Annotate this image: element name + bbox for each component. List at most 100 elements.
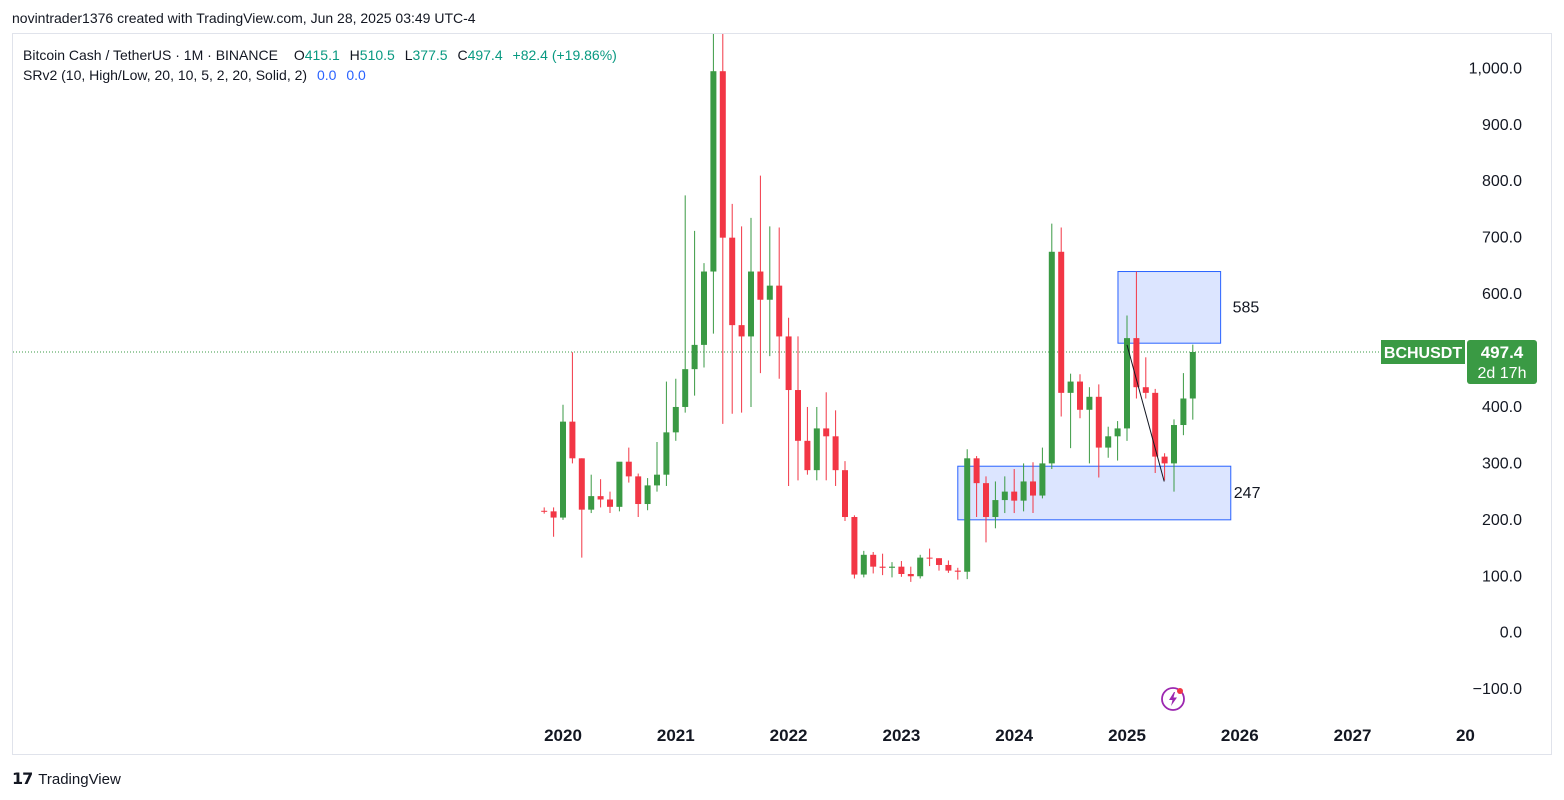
- candle-body: [776, 285, 783, 337]
- y-tick-label: 400.0: [1482, 399, 1522, 416]
- candle-body: [813, 428, 820, 471]
- lightning-icon[interactable]: [1160, 686, 1186, 712]
- candle-body: [879, 566, 886, 568]
- trendline-layer: 585 247: [1126, 299, 1261, 502]
- x-tick-label: 2022: [770, 726, 808, 745]
- chart-frame[interactable]: [12, 33, 1552, 755]
- x-tick-label: 2026: [1221, 726, 1259, 745]
- candle-body: [898, 566, 905, 574]
- candle: [1171, 419, 1177, 492]
- y-tick-label: −100.0: [1473, 681, 1522, 698]
- y-tick-label: 100.0: [1482, 568, 1522, 585]
- candle-body: [663, 432, 670, 475]
- candle: [992, 481, 999, 529]
- footer-brand[interactable]: 𝟭𝟳 TradingView: [12, 769, 121, 789]
- candle-body: [964, 458, 971, 572]
- candle: [654, 441, 660, 492]
- candle: [541, 507, 548, 514]
- candle: [701, 263, 707, 368]
- zone-label-upper: 585: [1233, 299, 1260, 316]
- x-axis: 2020 2021 2022 2023 2024 2025 2026 2027 20: [544, 726, 1475, 745]
- symbol-tag: [1381, 340, 1465, 364]
- y-tick-label: 0.0: [1500, 625, 1522, 642]
- candle-body: [795, 390, 801, 441]
- x-tick-label: 20: [1456, 726, 1475, 745]
- y-tick-label: 900.0: [1482, 117, 1522, 134]
- indicator-name[interactable]: SRv2 (10, High/Low, 20, 10, 5, 2, 20, So…: [23, 67, 308, 83]
- candle-body: [1086, 396, 1093, 410]
- candle: [795, 336, 801, 481]
- candle: [1011, 469, 1018, 514]
- candle-body: [1152, 392, 1159, 457]
- candle-body: [616, 461, 623, 507]
- candle: [1161, 453, 1168, 481]
- candle-body: [1020, 481, 1027, 501]
- candle: [729, 203, 736, 414]
- candle-body: [701, 271, 707, 345]
- legend-open-label: O: [293, 47, 305, 63]
- candle: [663, 381, 670, 486]
- candle-body: [823, 428, 830, 437]
- y-tick-label: 800.0: [1482, 173, 1522, 190]
- candle: [842, 461, 848, 521]
- legend-high-label: H: [349, 47, 360, 63]
- countdown-label: 2d 17h: [1478, 365, 1527, 382]
- candle-body: [785, 336, 792, 391]
- candle: [682, 195, 689, 413]
- candle-body: [889, 566, 895, 568]
- x-tick-label: 2023: [882, 726, 920, 745]
- candle: [625, 447, 632, 483]
- candle: [804, 406, 811, 475]
- candle-body: [1142, 387, 1149, 393]
- candle-body: [719, 71, 726, 238]
- candle: [917, 554, 924, 579]
- candle: [607, 491, 613, 514]
- candle: [1133, 271, 1140, 399]
- candle: [672, 378, 679, 441]
- candle-body: [973, 458, 980, 484]
- x-tick-label: 2025: [1108, 726, 1146, 745]
- price-tag-value: 497.4: [1481, 343, 1524, 362]
- candle: [1124, 315, 1130, 441]
- zone-box: [957, 465, 1232, 521]
- candle-body: [757, 271, 764, 300]
- legend-symbol[interactable]: Bitcoin Cash / TetherUS · 1M · BINANCE: [23, 47, 278, 63]
- candle-body: [832, 436, 839, 471]
- x-tick-label: 2021: [657, 726, 695, 745]
- candle-body: [625, 461, 632, 477]
- candle-body: [1161, 456, 1168, 464]
- legend-close-value: 497.4: [467, 47, 503, 63]
- candle-body: [842, 470, 848, 518]
- price-tag: [1467, 340, 1537, 384]
- candle-body: [851, 517, 858, 575]
- candle: [1020, 463, 1027, 512]
- candle: [719, 34, 726, 424]
- candle-body: [654, 474, 660, 486]
- candle: [860, 550, 867, 578]
- candle: [776, 227, 783, 379]
- footer-brand-name: TradingView: [38, 770, 121, 788]
- candle: [569, 352, 576, 464]
- candle-body: [550, 511, 557, 518]
- candle-body: [541, 510, 548, 512]
- price-tag-layer: BCHUSDT 497.4 2d 17h: [1381, 340, 1537, 384]
- candle-body: [672, 406, 679, 433]
- candle-body: [569, 421, 576, 459]
- candle: [823, 392, 830, 481]
- candle: [1001, 476, 1008, 514]
- x-tick-label: 2024: [995, 726, 1033, 745]
- candle-body: [748, 271, 754, 337]
- candle: [926, 548, 933, 567]
- candle-body: [1030, 481, 1036, 496]
- candle: [785, 317, 792, 486]
- candle-body: [560, 421, 566, 518]
- candle-body: [1067, 381, 1074, 393]
- chart-attribution: novintrader1376 created with TradingView…: [12, 10, 476, 26]
- y-tick-label: 300.0: [1482, 455, 1522, 472]
- candle: [1086, 387, 1093, 464]
- candle: [1105, 426, 1112, 458]
- candle: [1180, 373, 1187, 436]
- candle-body: [870, 554, 877, 567]
- candle: [954, 567, 961, 580]
